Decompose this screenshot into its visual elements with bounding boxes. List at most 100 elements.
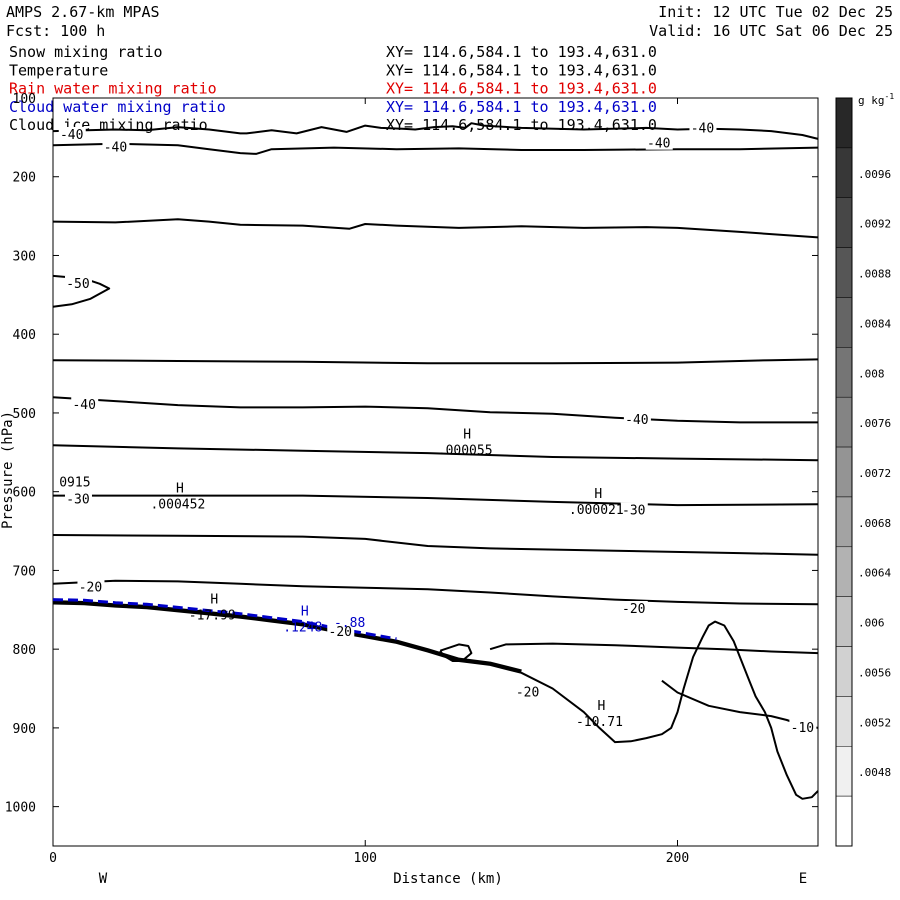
colorbar-swatch bbox=[835, 646, 853, 697]
extremum-value: -10.71 bbox=[576, 715, 623, 730]
colorbar-tick-label: .0068 bbox=[858, 517, 891, 530]
colorbar-swatch bbox=[835, 546, 853, 597]
y-tick-label: 800 bbox=[13, 643, 36, 658]
contour-label: -40 bbox=[104, 141, 127, 156]
field-name: Rain water mixing ratio bbox=[9, 80, 217, 98]
y-tick-label: 300 bbox=[13, 249, 36, 264]
contour-label: -30 bbox=[66, 493, 89, 508]
cloud-water-label: -.88 bbox=[334, 616, 365, 631]
east-label: E bbox=[799, 871, 807, 887]
field-xy-range: XY= 114.6,584.1 to 193.4,631.0 bbox=[386, 98, 657, 116]
edge-value-label: 0915 bbox=[59, 476, 90, 491]
x-tick-label: 200 bbox=[666, 851, 689, 866]
contour-label-bg bbox=[71, 397, 99, 412]
contour-label: -10 bbox=[791, 721, 814, 736]
contour-label: -20 bbox=[622, 602, 645, 617]
colorbar-tick-label: .008 bbox=[858, 367, 885, 380]
y-tick-label: 100 bbox=[13, 92, 36, 107]
colorbar-swatch bbox=[835, 247, 853, 298]
west-label: W bbox=[99, 871, 108, 887]
contour-label-bg bbox=[645, 135, 673, 150]
colorbar-tick-label: .0048 bbox=[858, 766, 891, 779]
colorbar-tick-label: .0072 bbox=[858, 467, 891, 480]
colorbar-unit-exp: -1 bbox=[885, 92, 895, 101]
forecast-hour: Fcst: 100 h bbox=[6, 22, 105, 40]
contour-label-bg bbox=[327, 623, 355, 638]
colorbar: .0096 .0092 .0088 .0084 .008 .0076 .0072 .0068.… bbox=[835, 97, 891, 847]
extremum-mark: H bbox=[301, 604, 309, 619]
small-closed-contour bbox=[439, 643, 473, 662]
contour-label: -20 bbox=[516, 685, 539, 700]
colorbar-swatch bbox=[835, 446, 853, 498]
colorbar-tick-label: .0064 bbox=[858, 567, 891, 580]
colorbar-tick-label: .0076 bbox=[858, 417, 891, 430]
axes: 100 200 300 400 500 600 700 800 900 1000 0 100 200 bbox=[5, 92, 818, 866]
isotherm-upper-b bbox=[52, 142, 819, 155]
contour-label-bg bbox=[77, 579, 105, 594]
extremum-mark: H bbox=[176, 482, 184, 497]
y-tick-label: 500 bbox=[13, 407, 36, 422]
isotherm-t-30 bbox=[53, 494, 819, 507]
colorbar-tick-label: .0088 bbox=[858, 268, 891, 281]
y-axis-label: Pressure (hPa) bbox=[0, 411, 16, 529]
contour-label: -20 bbox=[79, 581, 102, 596]
isotherm-t655 bbox=[52, 534, 819, 556]
isotherm-t-40 bbox=[52, 396, 818, 424]
isotherm-t-20-low bbox=[489, 642, 819, 655]
isotherm-t430 bbox=[52, 358, 819, 365]
extremum-mark: H bbox=[598, 699, 606, 714]
extremum-value: .1248 bbox=[283, 620, 322, 635]
y-tick-label: 400 bbox=[13, 328, 36, 343]
isotherm-upper-a bbox=[52, 122, 819, 140]
colorbar-swatch bbox=[835, 496, 853, 548]
y-tick-label: 900 bbox=[13, 722, 36, 737]
field-xy-range: XY= 114.6,584.1 to 193.4,631.0 bbox=[386, 61, 657, 79]
y-tick-label: 1000 bbox=[5, 801, 36, 816]
contour-label-bg bbox=[64, 275, 92, 290]
y-tick-label: 600 bbox=[13, 486, 36, 501]
extremum-value: .000055 bbox=[438, 443, 493, 458]
extremum-value: .000452 bbox=[150, 498, 205, 513]
label-layer: -40 -40 -40 -40 -50 -40 -40 -30 -30 -20 -20 -20 -10 -… bbox=[58, 120, 817, 736]
colorbar-swatch bbox=[835, 297, 853, 348]
contour-label: -40 bbox=[60, 128, 83, 143]
field-name: Cloud ice mixing ratio bbox=[9, 116, 208, 134]
colorbar-swatch bbox=[835, 596, 853, 647]
contour-label-bg bbox=[58, 127, 86, 142]
plot-frame bbox=[52, 97, 819, 847]
colorbar-swatch bbox=[835, 746, 853, 797]
colorbar-swatch bbox=[835, 147, 853, 198]
field-name: Temperature bbox=[9, 61, 108, 79]
colorbar-tick-label: .0092 bbox=[858, 218, 891, 231]
isotherm-t545 bbox=[52, 444, 819, 462]
terrain-contour bbox=[52, 602, 819, 800]
field-xy-range: XY= 114.6,584.1 to 193.4,631.0 bbox=[386, 116, 657, 134]
colorbar-swatch bbox=[835, 795, 853, 847]
contour-label: -40 bbox=[691, 122, 714, 137]
colorbar-swatch bbox=[835, 696, 853, 747]
contour-label-bg bbox=[620, 502, 648, 517]
extremum-mark: H bbox=[210, 593, 218, 608]
extremum-value: -17.99 bbox=[189, 609, 236, 624]
colorbar-unit-base: g kg bbox=[858, 94, 885, 107]
colorbar-swatch bbox=[835, 347, 853, 398]
contour-label-bg bbox=[689, 120, 717, 135]
colorbar-tick-label: .006 bbox=[858, 617, 885, 630]
contour-label: -20 bbox=[329, 625, 352, 640]
isotherm-t-20 bbox=[52, 579, 819, 606]
colorbar-unit: g kg-1 bbox=[858, 92, 894, 107]
contour-label-bg bbox=[514, 684, 542, 699]
contour-label-bg bbox=[102, 139, 130, 154]
field-xy-range: XY= 114.6,584.1 to 193.4,631.0 bbox=[386, 43, 657, 61]
isotherm-t260 bbox=[52, 218, 819, 239]
contour-label: -40 bbox=[72, 398, 95, 413]
colorbar-tick-label: .0052 bbox=[858, 716, 891, 729]
contour-label: -30 bbox=[622, 504, 645, 519]
field-list: Snow mixing ratio XY= 114.6,584.1 to 193.… bbox=[9, 43, 657, 134]
contour-label: -40 bbox=[647, 137, 670, 152]
field-xy-range: XY= 114.6,584.1 to 193.4,631.0 bbox=[386, 80, 657, 98]
colorbar-swatch bbox=[835, 197, 853, 248]
contour-label-bg bbox=[623, 412, 651, 427]
colorbar-tick-label: .0096 bbox=[858, 168, 891, 181]
colorbar-frame bbox=[835, 97, 853, 847]
